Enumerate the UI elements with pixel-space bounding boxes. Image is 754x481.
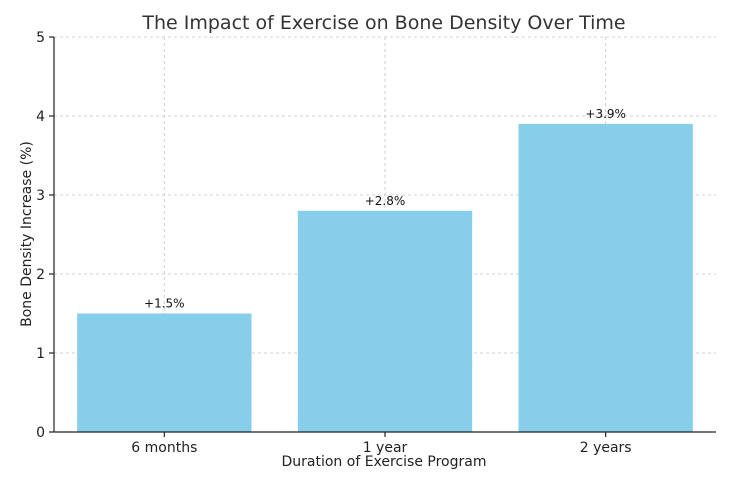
chart-title: The Impact of Exercise on Bone Density O… [141,12,625,34]
y-axis-label: Bone Density Increase (%) [19,141,35,327]
axes: 0 1 2 3 4 5 6 months 1 year 2 years [36,30,716,456]
y-tick-label: 4 [36,109,45,125]
x-tick-label: 1 year [363,440,408,456]
x-tick-label: 6 months [131,440,197,456]
y-tick-label: 0 [36,425,45,441]
bar-data-label: +2.8% [365,194,406,208]
x-tick-label: 2 years [580,440,632,456]
y-tick-label: 5 [36,30,45,46]
bar [77,313,252,432]
y-tick-label: 2 [36,267,45,283]
bar-data-label: +3.9% [585,107,626,121]
x-axis-label: Duration of Exercise Program [282,454,487,470]
bar [518,123,693,433]
data-labels: +1.5% +2.8% +3.9% [144,107,626,311]
bar [297,210,473,432]
bars [77,123,693,433]
y-tick-label: 3 [36,188,45,204]
y-tick-label: 1 [36,346,45,362]
bar-data-label: +1.5% [144,297,185,311]
